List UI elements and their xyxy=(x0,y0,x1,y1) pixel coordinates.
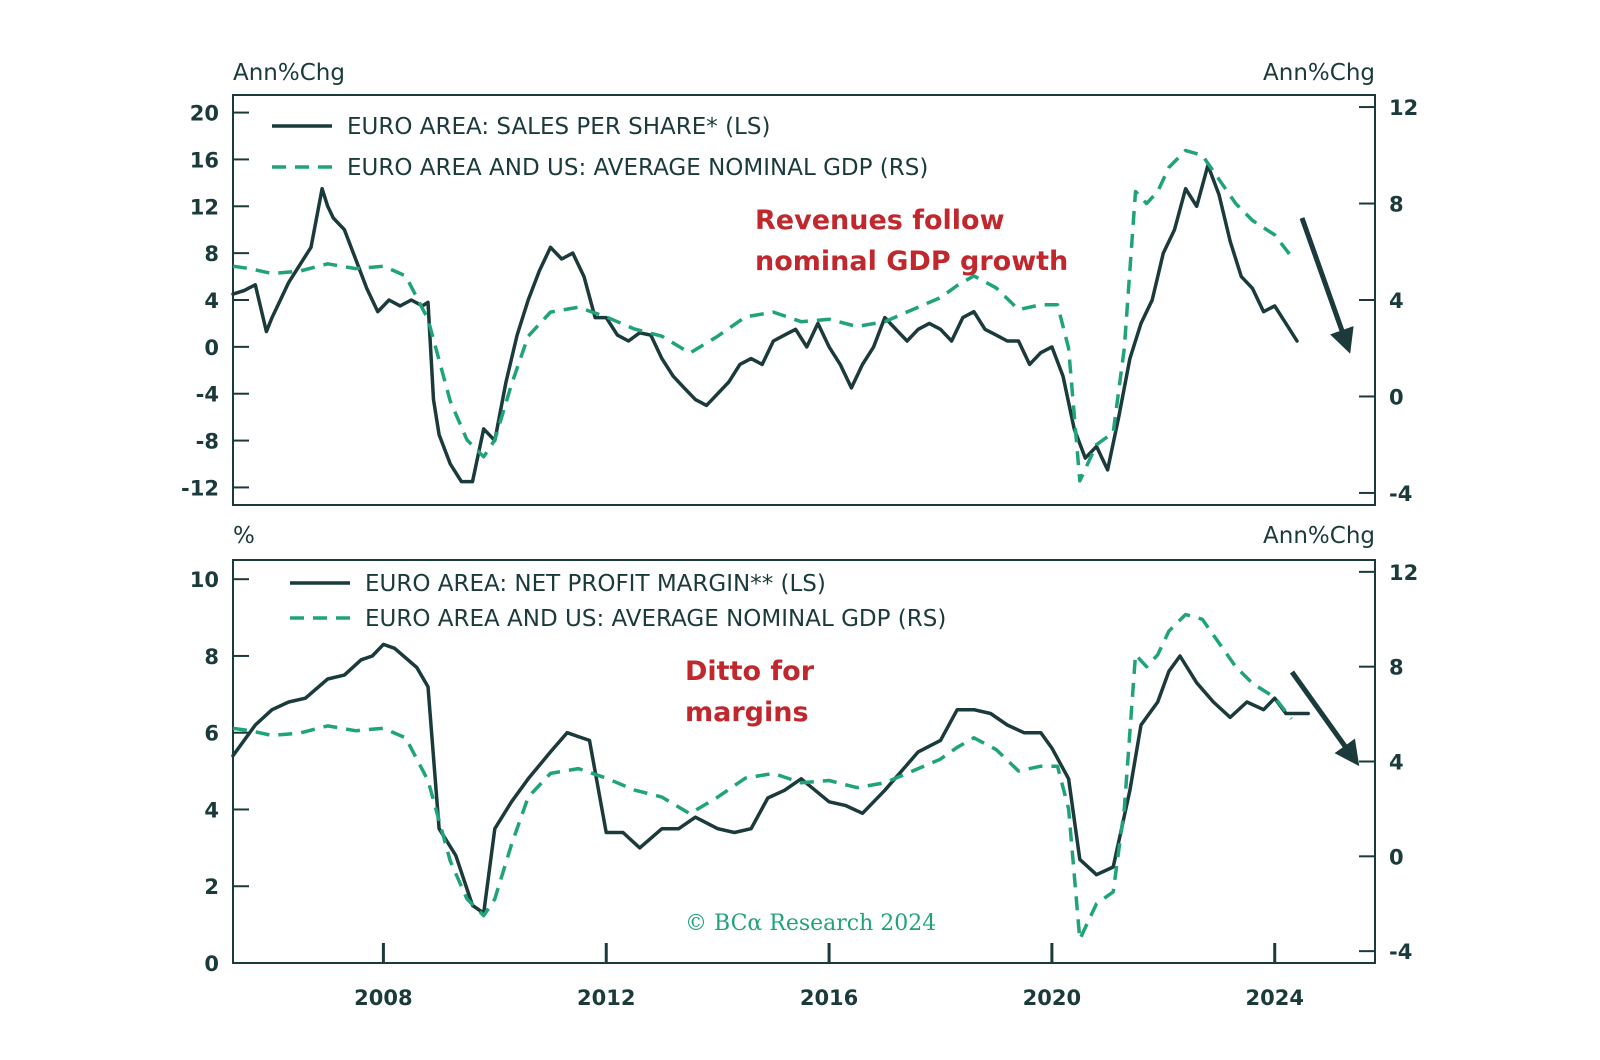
top-left-axis-unit: Ann%Chg xyxy=(233,60,345,86)
top-left-tick-label: 12 xyxy=(190,195,219,219)
bottom-left-tick-label: 8 xyxy=(204,645,219,669)
bottom-series-group xyxy=(231,612,1310,942)
top-left-tick-label: -8 xyxy=(196,430,219,454)
top-left-tick-label: 20 xyxy=(190,102,219,126)
copyright-text: © BCα Research 2024 xyxy=(685,911,936,936)
top-right-tick-label: -4 xyxy=(1389,482,1412,506)
top-left-tick-label: 4 xyxy=(204,289,219,313)
bottom-series-gdp-line xyxy=(232,612,1293,942)
top-right-tick-label: 0 xyxy=(1389,385,1404,409)
bottom-left-axis: 10 8 6 4 2 0 xyxy=(190,568,249,976)
x-tick-label: 2008 xyxy=(354,986,412,1010)
top-left-tick-label: -12 xyxy=(181,476,219,500)
bottom-right-tick-label: 8 xyxy=(1389,656,1404,680)
bottom-annotation-line-1: Ditto for xyxy=(685,656,815,687)
bottom-right-tick-label: 4 xyxy=(1389,751,1404,775)
top-left-tick-label: 8 xyxy=(204,242,219,266)
bottom-x-axis: 2008 2012 2016 2020 2024 xyxy=(354,943,1304,1010)
bottom-annotation-line-2: margins xyxy=(685,697,809,728)
bottom-left-tick-label: 4 xyxy=(204,798,219,822)
x-tick-label: 2020 xyxy=(1023,986,1081,1010)
top-series-group xyxy=(231,148,1299,484)
top-right-tick-label: 12 xyxy=(1389,96,1418,120)
top-left-tick-label: 16 xyxy=(190,148,219,172)
top-right-axis-unit: Ann%Chg xyxy=(1263,60,1375,86)
bottom-series-main-line xyxy=(231,642,1310,915)
top-left-tick-label: 0 xyxy=(204,336,219,360)
bottom-legend-label-margin: EURO AREA: NET PROFIT MARGIN** (LS) xyxy=(365,571,826,597)
top-right-axis: 12 8 4 0 -4 xyxy=(1359,96,1418,506)
top-legend-label-sales: EURO AREA: SALES PER SHARE* (LS) xyxy=(347,114,770,140)
bottom-right-tick-label: -4 xyxy=(1389,940,1412,964)
top-annotation-line-1: Revenues follow xyxy=(755,205,1005,236)
top-right-tick-label: 8 xyxy=(1389,193,1404,217)
top-series-main-line xyxy=(231,163,1299,484)
top-left-tick-label: -4 xyxy=(196,383,219,407)
top-legend-label-gdp: EURO AREA AND US: AVERAGE NOMINAL GDP (R… xyxy=(347,155,928,181)
bottom-trend-arrow xyxy=(1289,670,1360,767)
top-right-tick-label: 4 xyxy=(1389,289,1404,313)
top-trend-arrow xyxy=(1299,217,1354,354)
bottom-left-tick-label: 10 xyxy=(190,568,219,592)
bottom-left-tick-label: 6 xyxy=(204,722,219,746)
bottom-right-tick-label: 0 xyxy=(1389,845,1404,869)
top-legend: EURO AREA: SALES PER SHARE* (LS) EURO AR… xyxy=(272,114,928,181)
x-tick-label: 2012 xyxy=(577,986,635,1010)
bottom-left-tick-label: 0 xyxy=(204,952,219,976)
bottom-left-tick-label: 2 xyxy=(204,875,219,899)
x-tick-label: 2016 xyxy=(800,986,858,1010)
top-left-axis: 20 16 12 8 4 0 -4 -8 -12 xyxy=(181,102,249,500)
bottom-right-axis-unit: Ann%Chg xyxy=(1263,523,1375,549)
bottom-left-axis-unit: % xyxy=(233,523,255,549)
bottom-right-axis: 12 8 4 0 -4 xyxy=(1359,561,1418,964)
bottom-legend: EURO AREA: NET PROFIT MARGIN** (LS) EURO… xyxy=(290,571,946,632)
top-annotation-line-2: nominal GDP growth xyxy=(755,246,1068,277)
top-panel: Ann%Chg Ann%Chg 20 16 12 8 4 0 -4 -8 -12 12 8 4 0 -4… xyxy=(181,60,1418,506)
top-series-gdp-line xyxy=(232,148,1293,483)
x-tick-label: 2024 xyxy=(1246,986,1304,1010)
bottom-legend-label-gdp: EURO AREA AND US: AVERAGE NOMINAL GDP (R… xyxy=(365,606,946,632)
bottom-right-tick-label: 12 xyxy=(1389,561,1418,585)
